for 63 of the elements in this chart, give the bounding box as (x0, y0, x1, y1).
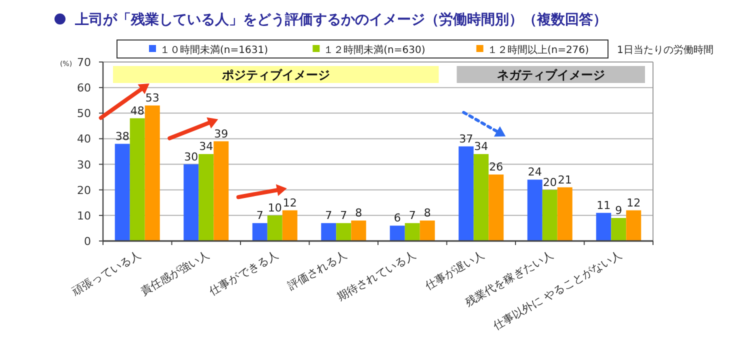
data-label: 24 (528, 166, 542, 179)
y-tick-label: 50 (77, 107, 91, 120)
bar (198, 154, 214, 241)
data-label: 6 (394, 212, 401, 225)
band-label: ネガティブイメージ (496, 68, 605, 82)
band-label: ポジティブイメージ (220, 68, 330, 82)
data-label: 11 (596, 198, 611, 212)
bar (390, 226, 405, 241)
data-label: 39 (214, 127, 228, 140)
bar (527, 180, 542, 241)
bar (542, 190, 558, 241)
bar (351, 220, 366, 241)
bar (267, 215, 282, 241)
y-tick-label: 70 (77, 56, 91, 69)
data-label: 7 (408, 209, 416, 222)
data-label: 38 (115, 130, 130, 143)
data-label: 8 (355, 206, 362, 220)
data-label: 12 (282, 196, 297, 210)
bar (596, 212, 612, 241)
bar (488, 174, 504, 241)
legend-label: １２時間以上(n=276) (487, 44, 590, 56)
x-tick-label: 仕事ができる人 (207, 248, 280, 298)
data-label: 7 (256, 209, 264, 222)
data-label: 48 (130, 104, 144, 118)
data-label: 20 (542, 176, 557, 189)
y-tick-label: 20 (77, 184, 91, 197)
bar (474, 154, 489, 241)
bar (252, 223, 268, 241)
data-label: 10 (268, 201, 282, 214)
bar (458, 146, 474, 241)
data-label: 7 (325, 209, 332, 222)
data-label: 34 (474, 140, 488, 154)
bar (420, 220, 435, 241)
bar (611, 218, 626, 241)
bar (336, 223, 352, 241)
data-label: 21 (558, 173, 572, 186)
bar (404, 223, 420, 241)
bar (282, 210, 298, 241)
data-label: 26 (489, 160, 504, 174)
bar (114, 144, 130, 241)
data-label: 12 (626, 196, 641, 210)
y-tick-label: 0 (84, 235, 91, 248)
legend-title: 1日当たりの労働時間 (617, 44, 714, 56)
data-label: 34 (199, 140, 214, 154)
bar (214, 141, 229, 241)
data-label: 53 (145, 91, 160, 104)
data-label: 37 (459, 132, 474, 146)
bar (557, 187, 572, 241)
legend-label: １２時間未満(n=630) (324, 44, 426, 56)
data-label: 9 (615, 204, 622, 217)
bar (321, 223, 336, 241)
legend-label: １０時間未満(n=1631) (160, 44, 268, 56)
bar (144, 105, 160, 241)
y-tick-label: 10 (77, 209, 91, 222)
chart-title: 上司が「残業している人」をどう評価するかのイメージ（労働時間別）（複数回答） (74, 11, 607, 28)
y-tick-label: 30 (77, 158, 91, 172)
y-tick-label: 40 (77, 132, 91, 146)
data-label: 7 (340, 209, 348, 222)
data-label: 30 (184, 150, 198, 164)
y-tick-label: 60 (77, 82, 91, 95)
data-label: 8 (424, 206, 431, 220)
bar (626, 210, 642, 241)
bar (184, 164, 199, 241)
